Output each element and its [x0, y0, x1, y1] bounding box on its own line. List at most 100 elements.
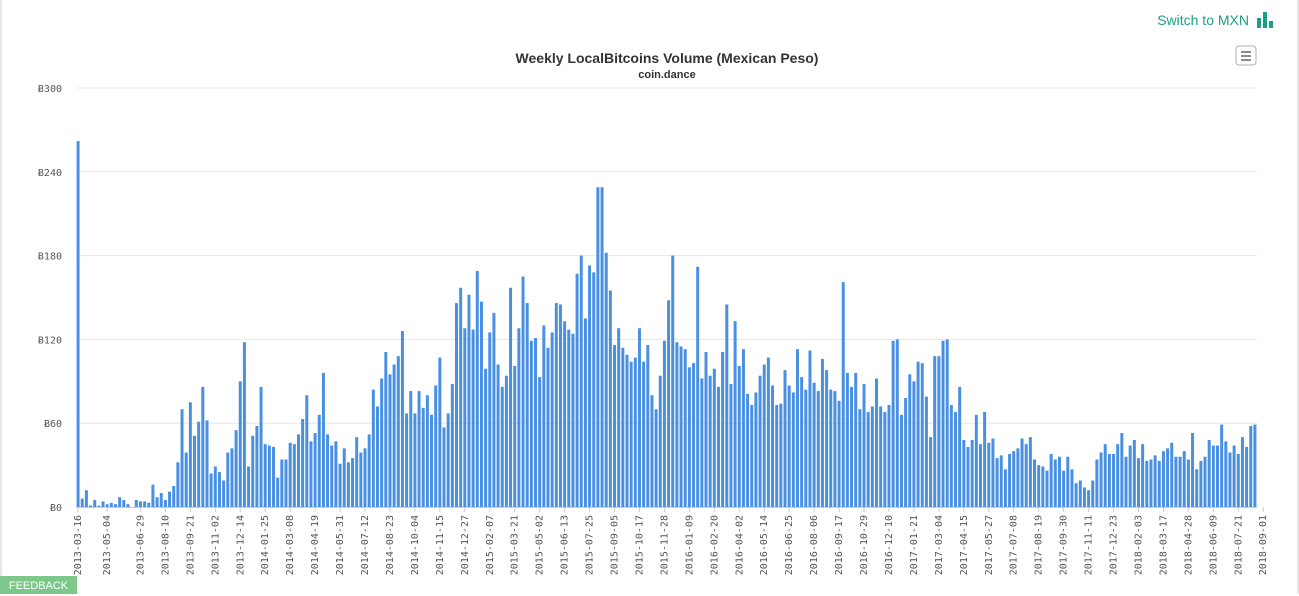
bar[interactable] [305, 395, 309, 507]
bar[interactable] [1066, 456, 1070, 507]
bar[interactable] [746, 393, 750, 507]
bar[interactable] [459, 287, 463, 507]
bar[interactable] [1028, 437, 1032, 507]
bar[interactable] [604, 252, 608, 507]
bar[interactable] [118, 497, 122, 507]
bar[interactable] [879, 406, 883, 507]
bar[interactable] [904, 398, 908, 507]
bar[interactable] [870, 406, 874, 507]
bar[interactable] [588, 265, 592, 507]
bar[interactable] [675, 342, 679, 507]
bar[interactable] [883, 412, 887, 507]
bar[interactable] [313, 432, 317, 507]
bar[interactable] [999, 455, 1003, 507]
bar[interactable] [168, 491, 172, 507]
bar[interactable] [583, 318, 587, 507]
bar[interactable] [1153, 455, 1157, 507]
bar[interactable] [267, 445, 271, 507]
bar[interactable] [342, 448, 346, 507]
bar[interactable] [558, 304, 562, 507]
bar[interactable] [255, 425, 259, 507]
bar[interactable] [134, 500, 138, 507]
bar[interactable] [1253, 424, 1257, 507]
bar[interactable] [1224, 441, 1228, 507]
bar[interactable] [812, 382, 816, 507]
bar[interactable] [496, 364, 500, 507]
bar[interactable] [608, 290, 612, 507]
bar[interactable] [712, 368, 716, 507]
bar[interactable] [238, 381, 242, 507]
bar[interactable] [213, 466, 217, 507]
bar[interactable] [779, 403, 783, 507]
bar[interactable] [226, 452, 230, 507]
bar[interactable] [854, 372, 858, 507]
bar[interactable] [159, 493, 163, 507]
bar[interactable] [188, 402, 192, 507]
bar[interactable] [421, 407, 425, 507]
bar[interactable] [941, 340, 945, 507]
bar[interactable] [1178, 456, 1182, 507]
bar[interactable] [563, 321, 567, 507]
bar[interactable] [949, 405, 953, 507]
bar[interactable] [114, 504, 118, 507]
bar[interactable] [446, 413, 450, 507]
bar[interactable] [658, 375, 662, 507]
bar[interactable] [1082, 487, 1086, 507]
bar[interactable] [513, 365, 517, 507]
bar[interactable] [1062, 470, 1066, 507]
bar[interactable] [467, 294, 471, 507]
bar[interactable] [837, 400, 841, 507]
chart-menu-button[interactable] [1235, 45, 1257, 66]
bar[interactable] [301, 419, 305, 507]
bar[interactable] [284, 459, 288, 507]
bar[interactable] [737, 365, 741, 507]
bar[interactable] [321, 372, 325, 507]
bar[interactable] [309, 441, 313, 507]
bar[interactable] [862, 384, 866, 507]
bar[interactable] [425, 395, 429, 507]
bar[interactable] [1095, 459, 1099, 507]
bar[interactable] [1053, 459, 1057, 507]
bar[interactable] [413, 413, 417, 507]
bar[interactable] [234, 430, 238, 507]
bar[interactable] [945, 339, 949, 507]
bar[interactable] [1161, 451, 1165, 507]
bar[interactable] [654, 409, 658, 507]
bar[interactable] [201, 386, 205, 507]
bar[interactable] [147, 502, 151, 507]
switch-currency-button[interactable]: Switch to MXN [1157, 12, 1273, 28]
bar[interactable] [567, 329, 571, 507]
bar[interactable] [1195, 469, 1199, 507]
bar[interactable] [875, 378, 878, 507]
bar[interactable] [1199, 460, 1203, 507]
bar[interactable] [251, 435, 255, 507]
bar[interactable] [405, 413, 409, 507]
bar[interactable] [629, 361, 633, 507]
bar[interactable] [1174, 456, 1178, 507]
bar[interactable] [193, 435, 197, 507]
bar[interactable] [1215, 445, 1219, 507]
bar[interactable] [409, 391, 413, 507]
bar[interactable] [375, 406, 379, 507]
bar[interactable] [1116, 444, 1120, 507]
bar[interactable] [1099, 452, 1103, 507]
bar[interactable] [1157, 460, 1161, 507]
bar[interactable] [1020, 438, 1024, 507]
bar[interactable] [492, 312, 496, 507]
bar[interactable] [758, 375, 762, 507]
bar[interactable] [642, 361, 646, 507]
bar[interactable] [858, 409, 862, 507]
bar[interactable] [230, 448, 234, 507]
bar[interactable] [783, 370, 787, 507]
bar[interactable] [326, 434, 330, 507]
bar[interactable] [500, 386, 504, 507]
bar[interactable] [750, 405, 754, 507]
bar[interactable] [687, 367, 691, 507]
bar[interactable] [1091, 480, 1095, 507]
bar[interactable] [613, 344, 617, 507]
bar[interactable] [534, 338, 538, 507]
bar[interactable] [1245, 446, 1249, 507]
bar[interactable] [97, 505, 101, 507]
bar[interactable] [991, 438, 995, 507]
bar[interactable] [908, 374, 912, 507]
